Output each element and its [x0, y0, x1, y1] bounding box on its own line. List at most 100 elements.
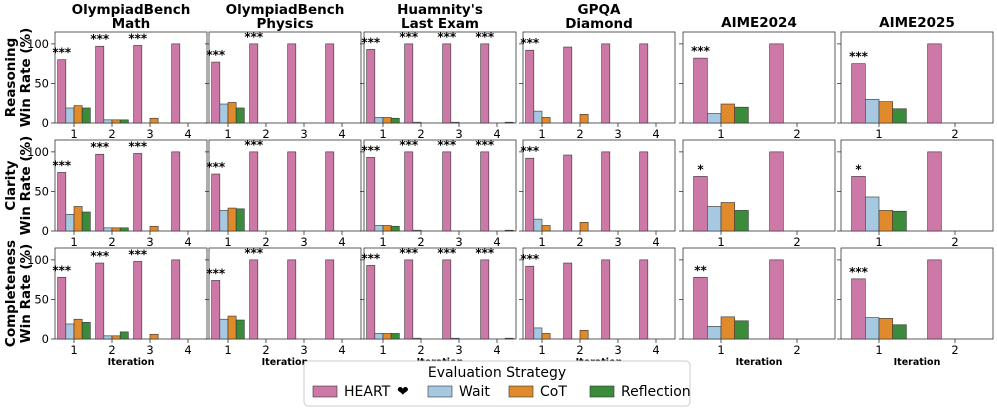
significance-label: ***	[520, 36, 540, 50]
bar-reflection-iter-1	[81, 322, 91, 340]
bar-wait-iter-1	[707, 326, 722, 340]
bar-heart-iter-3	[442, 43, 452, 124]
significance-label: ***	[52, 263, 72, 277]
bar-cot-iter-2	[111, 335, 121, 340]
bar-heart-iter-2	[769, 259, 784, 340]
bar-heart-iter-2	[249, 151, 259, 232]
panel-frame	[363, 139, 517, 232]
bar-heart-iter-1	[366, 265, 376, 340]
bar-heart-iter-4	[171, 259, 181, 340]
y-tick-label: 0	[42, 224, 49, 238]
bar-reflection-iter-1	[235, 107, 245, 124]
bar-heart-iter-1	[366, 157, 376, 232]
x-tick-label: 2	[417, 235, 424, 249]
bar-heart-iter-3	[601, 151, 611, 232]
bar-wait-iter-1	[219, 103, 229, 124]
bar-cot-iter-1	[720, 316, 735, 340]
bar-cot-iter-2	[111, 227, 121, 232]
bar-heart-iter-2	[927, 151, 942, 232]
bar-cot-iter-1	[382, 117, 392, 124]
bar-heart-iter-1	[57, 59, 67, 124]
x-tick-label: 1	[717, 343, 724, 357]
x-tick-label: 2	[417, 343, 424, 357]
bar-reflection-iter-1	[81, 211, 91, 232]
significance-label: ***	[849, 50, 869, 64]
x-tick-label: 4	[338, 235, 345, 249]
row-label: Win Rate (%)	[18, 136, 34, 236]
bar-cot-iter-1	[541, 333, 551, 340]
bar-heart-iter-1	[57, 172, 67, 232]
x-tick-label: 3	[146, 127, 153, 141]
x-tick-label: 1	[70, 235, 77, 249]
bar-reflection-iter-1	[734, 106, 749, 124]
x-tick-label: 1	[379, 235, 386, 249]
bar-heart-iter-3	[133, 153, 143, 232]
bar-heart-iter-1	[693, 57, 708, 124]
bar-cot-iter-1	[878, 101, 893, 124]
bar-reflection-iter-1	[390, 225, 400, 232]
bar-heart-iter-1	[693, 276, 708, 340]
x-tick-label: 4	[184, 343, 191, 357]
bar-reflection-iter-1	[892, 324, 907, 340]
bar-heart-iter-3	[601, 43, 611, 124]
bar-reflection-iter-1	[892, 210, 907, 232]
bar-wait-iter-3	[450, 337, 460, 340]
column-title: Last Exam	[401, 16, 479, 32]
y-tick-label: 100	[27, 37, 49, 51]
x-tick-label: 4	[652, 343, 659, 357]
bar-wait-iter-1	[865, 317, 880, 340]
bar-heart-iter-1	[211, 173, 221, 232]
bar-cot-iter-1	[227, 102, 237, 124]
significance-label: ***	[520, 144, 540, 158]
panel-frame	[208, 247, 362, 340]
bar-wait-iter-2	[103, 119, 113, 124]
bar-heart-iter-3	[287, 259, 297, 340]
panel-frame	[522, 31, 676, 124]
significance-label: ***	[244, 138, 264, 152]
x-tick-label: 4	[652, 127, 659, 141]
bar-heart-iter-2	[769, 43, 784, 124]
bar-reflection-iter-1	[235, 208, 245, 232]
significance-label: ***	[520, 252, 540, 266]
bar-heart-iter-4	[639, 151, 649, 232]
bar-heart-iter-4	[325, 43, 335, 124]
column-title: Physics	[256, 16, 313, 32]
bar-wait-iter-1	[707, 113, 722, 124]
significance-label: ***	[399, 246, 419, 260]
significance-label: ***	[206, 266, 226, 280]
panel-frame	[522, 247, 676, 340]
x-tick-label: 4	[184, 127, 191, 141]
column-title: OlympiadBench	[226, 2, 345, 18]
bar-cot-iter-3	[149, 333, 159, 340]
panel-frame	[682, 139, 836, 232]
x-tick-label: 4	[493, 235, 500, 249]
bar-reflection-iter-4	[504, 121, 514, 124]
bar-wait-iter-1	[65, 107, 75, 124]
bar-heart-iter-4	[480, 151, 490, 232]
panel-frame	[682, 247, 836, 340]
bar-heart-iter-2	[95, 262, 105, 340]
column-title: AIME2024	[721, 15, 797, 31]
bar-heart-iter-2	[769, 151, 784, 232]
x-tick-label: 1	[379, 127, 386, 141]
bar-wait-iter-2	[412, 337, 422, 340]
bar-heart-iter-1	[851, 63, 866, 124]
bar-heart-iter-4	[480, 43, 490, 124]
bar-heart-iter-2	[404, 259, 414, 340]
significance-label: **	[694, 263, 707, 277]
bar-wait-iter-1	[707, 206, 722, 232]
x-tick-label: 4	[338, 343, 345, 357]
x-tick-label: 2	[576, 343, 583, 357]
x-tick-label: 3	[455, 235, 462, 249]
bar-reflection-iter-4	[504, 229, 514, 232]
legend-label-reflection: Reflection	[621, 384, 691, 400]
x-tick-label: 2	[262, 127, 269, 141]
legend-label-wait: Wait	[459, 384, 490, 400]
heart-icon: ❤	[397, 384, 409, 400]
column-title: Diamond	[565, 16, 633, 32]
legend-swatch-reflection	[589, 385, 615, 398]
significance-label: ***	[849, 265, 869, 279]
y-tick-label: 100	[27, 145, 49, 159]
bar-reflection-iter-1	[390, 333, 400, 340]
x-tick-label: 4	[493, 127, 500, 141]
